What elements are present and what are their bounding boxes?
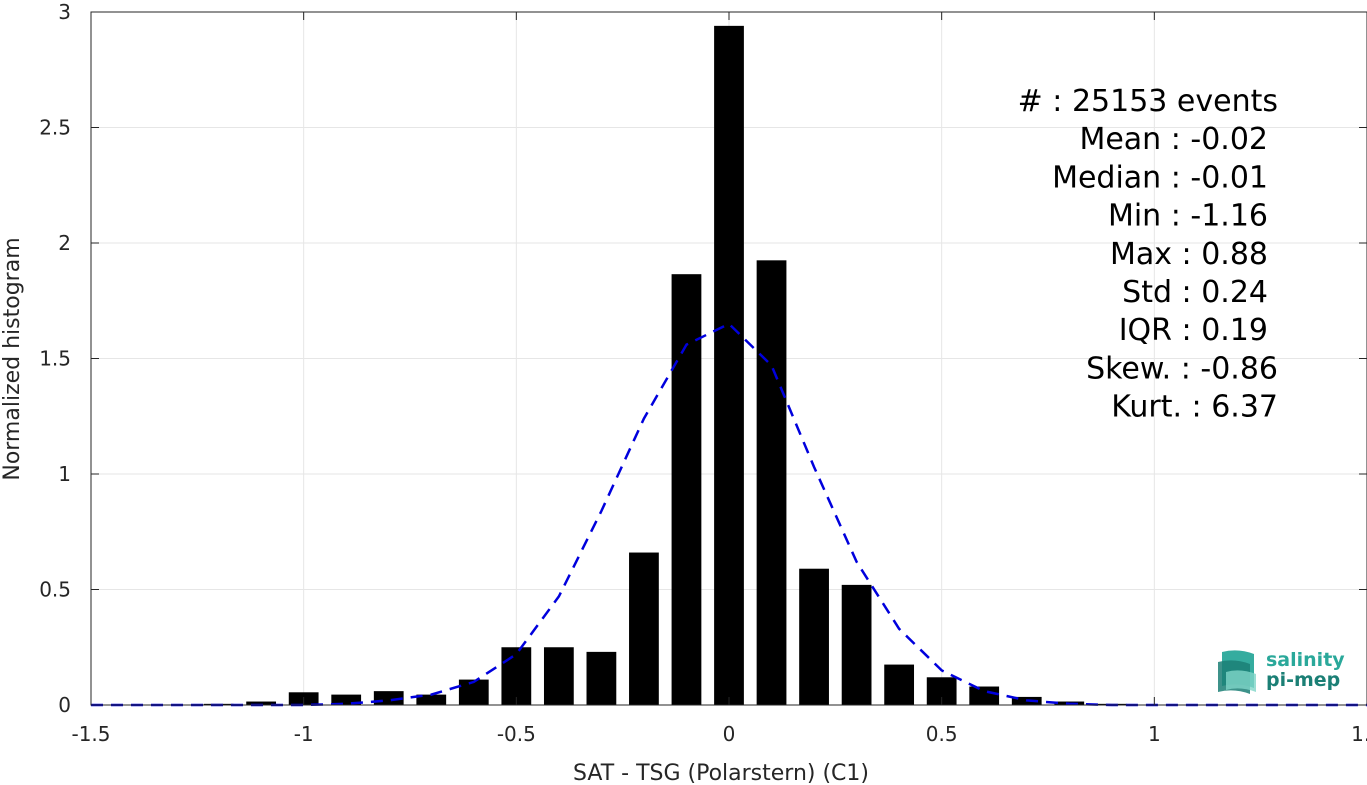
- x-tick-label: -1.5: [71, 722, 110, 746]
- y-tick-label: 2: [58, 231, 71, 255]
- y-tick-label: 0.5: [39, 578, 71, 602]
- stats-line: Min : -1.16: [1108, 199, 1268, 234]
- stats-line: Median : -0.01: [1052, 160, 1268, 195]
- histogram-bar: [458, 679, 489, 705]
- histogram-bar: [501, 647, 532, 705]
- x-tick-label: -0.5: [497, 722, 536, 746]
- histogram-bar: [884, 664, 915, 705]
- stats-line: # : 25153 events: [1018, 84, 1278, 119]
- salinity-pi-mep-logo: salinity pi-mep: [1218, 649, 1345, 694]
- histogram-bar: [799, 568, 829, 705]
- logo-mark-icon: [1218, 650, 1256, 694]
- x-tick-label: 1.5: [1351, 722, 1367, 746]
- x-tick-label: 1: [1148, 722, 1161, 746]
- histogram-bars: [203, 25, 1127, 706]
- logo-text-pimep: pi-mep: [1266, 669, 1340, 691]
- stats-line: Mean : -0.02: [1079, 122, 1268, 157]
- histogram-bar: [331, 694, 362, 705]
- x-tick-label: 0.5: [926, 722, 958, 746]
- stats-line: Skew. : -0.86: [1086, 351, 1278, 386]
- logo-text-salinity: salinity: [1266, 649, 1345, 671]
- x-tick-label: -1: [294, 722, 314, 746]
- y-tick-label: 2.5: [39, 116, 71, 140]
- y-axis-label: Normalized histogram: [0, 237, 25, 480]
- histogram-bar: [629, 552, 659, 705]
- histogram-bar: [969, 686, 1000, 705]
- x-axis-label: SAT - TSG (Polarstern) (C1): [573, 761, 869, 785]
- histogram-bar: [756, 260, 787, 705]
- y-tick-label: 1.5: [39, 347, 71, 371]
- histogram-bar: [246, 701, 277, 705]
- stats-line: IQR : 0.19: [1119, 313, 1268, 348]
- histogram-bar: [543, 647, 574, 705]
- y-ticks: 0 0.5 1 1.5 2 2.5 3: [39, 0, 1367, 717]
- stats-line: Std : 0.24: [1122, 275, 1268, 310]
- x-ticks: -1.5 -1 -0.5 0 0.5 1 1.5: [71, 12, 1367, 746]
- stats-line: Max : 0.88: [1110, 237, 1268, 272]
- histogram-bar: [841, 584, 872, 705]
- histogram-bar: [416, 694, 447, 705]
- y-tick-label: 3: [58, 0, 71, 24]
- y-tick-label: 1: [58, 462, 71, 486]
- histogram-bar: [586, 651, 617, 705]
- y-tick-label: 0: [58, 693, 71, 717]
- stats-line: Kurt. : 6.37: [1111, 390, 1278, 425]
- histogram-bar: [714, 25, 744, 706]
- x-tick-label: 0: [723, 722, 736, 746]
